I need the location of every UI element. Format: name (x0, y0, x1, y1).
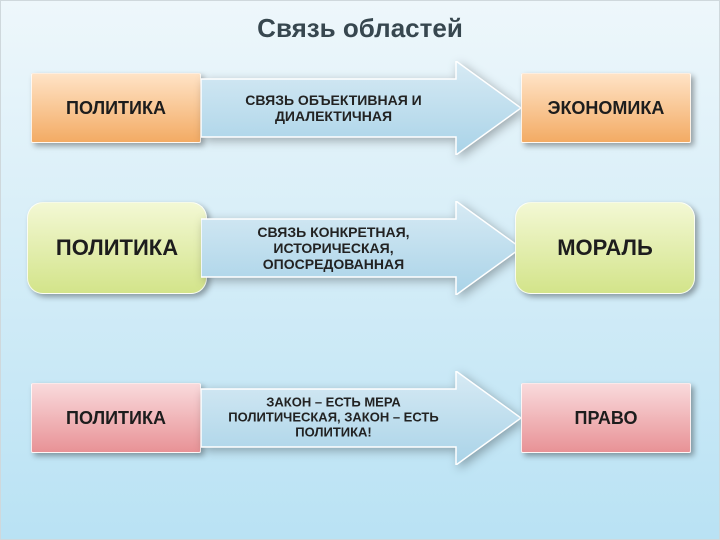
arrow-label: СВЯЗЬ КОНКРЕТНАЯ, ИСТОРИЧЕСКАЯ, ОПОСРЕДО… (211, 224, 456, 272)
diagram-canvas: Связь областей ПОЛИТИКА СВЯЗЬ ОБЪЕКТИВНА… (0, 0, 720, 540)
left-box-label: ПОЛИТИКА (60, 94, 172, 123)
right-box-label: МОРАЛЬ (551, 231, 659, 264)
right-box-label: ЭКОНОМИКА (542, 94, 671, 123)
right-box: ПРАВО (521, 383, 691, 453)
relation-row: ПОЛИТИКА СВЯЗЬ ОБЪЕКТИВНАЯ И ДИАЛЕКТИЧНА… (1, 61, 719, 155)
relation-row: ПОЛИТИКА ЗАКОН – ЕСТЬ МЕРА ПОЛИТИЧЕСКАЯ,… (1, 371, 719, 465)
left-box: ПОЛИТИКА (31, 383, 201, 453)
left-box-label: ПОЛИТИКА (50, 231, 184, 264)
arrow: СВЯЗЬ ОБЪЕКТИВНАЯ И ДИАЛЕКТИЧНАЯ (201, 61, 521, 155)
right-box: ЭКОНОМИКА (521, 73, 691, 143)
right-box: МОРАЛЬ (515, 202, 695, 294)
arrow: СВЯЗЬ КОНКРЕТНАЯ, ИСТОРИЧЕСКАЯ, ОПОСРЕДО… (201, 201, 521, 295)
arrow-label: СВЯЗЬ ОБЪЕКТИВНАЯ И ДИАЛЕКТИЧНАЯ (211, 92, 456, 124)
relation-row: ПОЛИТИКА СВЯЗЬ КОНКРЕТНАЯ, ИСТОРИЧЕСКАЯ,… (1, 201, 719, 295)
arrow-label: ЗАКОН – ЕСТЬ МЕРА ПОЛИТИЧЕСКАЯ, ЗАКОН – … (211, 396, 456, 441)
arrow: ЗАКОН – ЕСТЬ МЕРА ПОЛИТИЧЕСКАЯ, ЗАКОН – … (201, 371, 521, 465)
left-box: ПОЛИТИКА (27, 202, 207, 294)
right-box-label: ПРАВО (569, 404, 644, 433)
left-box: ПОЛИТИКА (31, 73, 201, 143)
left-box-label: ПОЛИТИКА (60, 404, 172, 433)
page-title: Связь областей (1, 13, 719, 44)
